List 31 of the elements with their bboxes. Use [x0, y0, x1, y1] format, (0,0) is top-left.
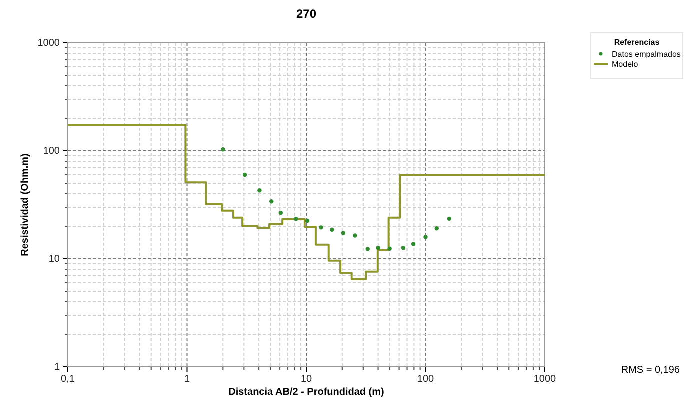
y-tick-label: 100 — [43, 146, 60, 158]
legend-label: Datos empalmados — [612, 50, 681, 59]
point — [305, 218, 310, 224]
x-axis-title: Distancia AB/2 - Profundidad (m) — [228, 387, 384, 398]
point — [434, 226, 439, 231]
point — [447, 216, 452, 222]
x-tick-label: 1 — [184, 374, 190, 386]
legend-title: Referencias — [614, 38, 660, 47]
chart-title: 270 — [296, 7, 317, 21]
point — [330, 228, 334, 232]
point — [258, 188, 262, 193]
point — [270, 199, 274, 204]
point — [353, 234, 358, 238]
point — [401, 246, 406, 250]
point — [411, 242, 416, 246]
text: RMS = 0,196 — [621, 365, 680, 376]
x-tick-label: 0,1 — [61, 374, 76, 386]
y-tick-label: 1000 — [38, 38, 60, 50]
y-tick-label: 1 — [54, 362, 60, 374]
x-tick-label: 10 — [300, 374, 312, 386]
point — [294, 217, 298, 222]
point — [388, 246, 392, 252]
point — [366, 247, 370, 252]
x-tick-label: 1000 — [534, 374, 557, 386]
point — [376, 246, 380, 250]
y-tick-label: 10 — [48, 254, 60, 266]
point — [341, 231, 346, 236]
x-tick-label: 100 — [417, 374, 435, 386]
legend-label: Modelo — [612, 60, 639, 69]
point — [424, 235, 428, 240]
y-axis-title: Resistividad (Ohm.m) — [20, 154, 31, 256]
